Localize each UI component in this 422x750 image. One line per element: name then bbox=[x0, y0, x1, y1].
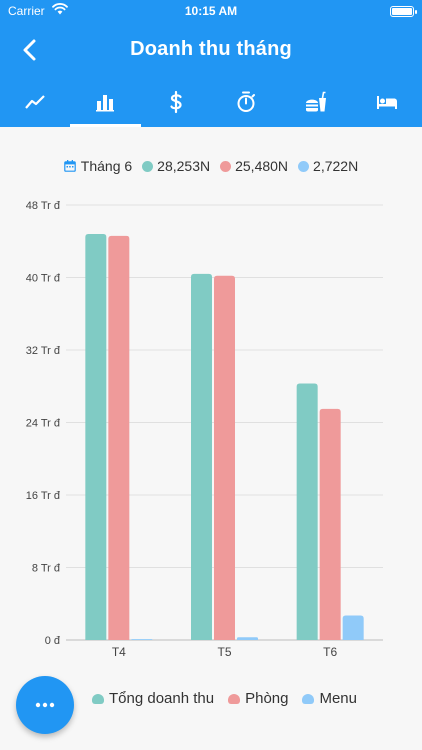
status-bar: Carrier 10:15 AM bbox=[0, 0, 422, 24]
summary-row: Tháng 6 28,253N 25,480N 2,722N bbox=[0, 156, 422, 176]
y-tick-label: 0 đ bbox=[45, 635, 61, 647]
stopwatch-icon bbox=[237, 91, 256, 112]
y-tick-label: 16 Tr đ bbox=[26, 490, 61, 502]
summary-total-value: 28,253N bbox=[157, 158, 211, 174]
summary-menu-value: 2,722N bbox=[313, 158, 359, 174]
bar-T4-0[interactable] bbox=[85, 234, 107, 640]
carrier-label: Carrier bbox=[8, 4, 45, 18]
room-dot bbox=[220, 160, 232, 172]
month-selector[interactable]: Tháng 6 bbox=[63, 158, 133, 174]
bar-T4-1[interactable] bbox=[108, 235, 130, 640]
legend-swatch-total bbox=[92, 693, 104, 704]
chart-legend: Tổng doanh thu Phòng Menu bbox=[92, 690, 371, 707]
legend-item-total[interactable]: Tổng doanh thu bbox=[92, 690, 214, 707]
legend-swatch-room bbox=[228, 693, 241, 704]
tab-dollar[interactable] bbox=[141, 76, 211, 127]
fastfood-icon bbox=[306, 91, 327, 111]
summary-total: 28,253N bbox=[142, 158, 210, 174]
more-fab-button[interactable] bbox=[16, 676, 74, 734]
total-dot bbox=[142, 160, 154, 172]
summary-menu: 2,722N bbox=[298, 158, 358, 174]
legend-item-room[interactable]: Phòng bbox=[228, 690, 288, 707]
legend-label-total: Tổng doanh thu bbox=[109, 690, 215, 707]
tab-hotel[interactable] bbox=[352, 76, 422, 127]
summary-room: 25,480N bbox=[220, 158, 288, 174]
tab-line-chart[interactable] bbox=[0, 76, 70, 127]
bar-T5-2[interactable] bbox=[237, 637, 258, 640]
legend-item-menu[interactable]: Menu bbox=[302, 690, 357, 707]
y-tick-label: 24 Tr đ bbox=[26, 418, 61, 430]
navbar: Doanh thu tháng bbox=[0, 24, 422, 76]
y-tick-label: 32 Tr đ bbox=[26, 345, 61, 357]
legend-label-menu: Menu bbox=[319, 690, 357, 707]
dollar-icon bbox=[170, 90, 182, 113]
wifi-icon bbox=[52, 3, 68, 18]
x-tick-label: T4 bbox=[112, 645, 126, 659]
legend-swatch-menu bbox=[302, 693, 315, 704]
chevron-left-icon bbox=[23, 39, 36, 61]
calendar-icon bbox=[63, 160, 76, 172]
bar-chart: 0 đ 8 Tr đ 16 Tr đ 24 Tr đ 32 Tr đ 40 Tr đ 48 … bbox=[26, 200, 383, 659]
tab-stopwatch[interactable] bbox=[211, 76, 281, 127]
tab-bar-chart[interactable] bbox=[70, 76, 141, 127]
bar-T6-2[interactable] bbox=[342, 615, 364, 640]
page-title: Doanh thu tháng bbox=[130, 38, 292, 60]
hotel-bed-icon bbox=[376, 95, 397, 109]
month-label: Tháng 6 bbox=[80, 158, 133, 174]
summary-room-value: 25,480N bbox=[235, 158, 289, 174]
bar-T5-0[interactable] bbox=[191, 273, 212, 640]
y-tick-label: 40 Tr đ bbox=[26, 273, 61, 285]
back-button[interactable] bbox=[18, 36, 42, 64]
bar-T5-1[interactable] bbox=[214, 275, 235, 640]
battery-icon bbox=[390, 6, 417, 17]
x-tick-label: T5 bbox=[217, 645, 231, 659]
more-dots-icon bbox=[35, 702, 55, 708]
bar-chart-icon bbox=[96, 94, 115, 111]
bar-T6-1[interactable] bbox=[319, 408, 341, 640]
bar-T6-0[interactable] bbox=[296, 383, 318, 640]
revenue-chart: 0 đ 8 Tr đ 16 Tr đ 24 Tr đ 32 Tr đ 40 Tr đ 48 … bbox=[0, 190, 422, 668]
legend-label-room: Phòng bbox=[245, 690, 289, 707]
menu-dot bbox=[298, 160, 310, 172]
x-tick-label: T6 bbox=[323, 645, 337, 659]
clock: 10:15 AM bbox=[184, 4, 238, 18]
y-tick-label: 8 Tr đ bbox=[32, 563, 61, 575]
line-chart-icon bbox=[25, 94, 45, 109]
y-tick-label: 48 Tr đ bbox=[26, 200, 61, 212]
bar-T4-2[interactable] bbox=[131, 639, 153, 640]
tab-bar bbox=[0, 76, 422, 127]
tab-fastfood[interactable] bbox=[281, 76, 351, 127]
